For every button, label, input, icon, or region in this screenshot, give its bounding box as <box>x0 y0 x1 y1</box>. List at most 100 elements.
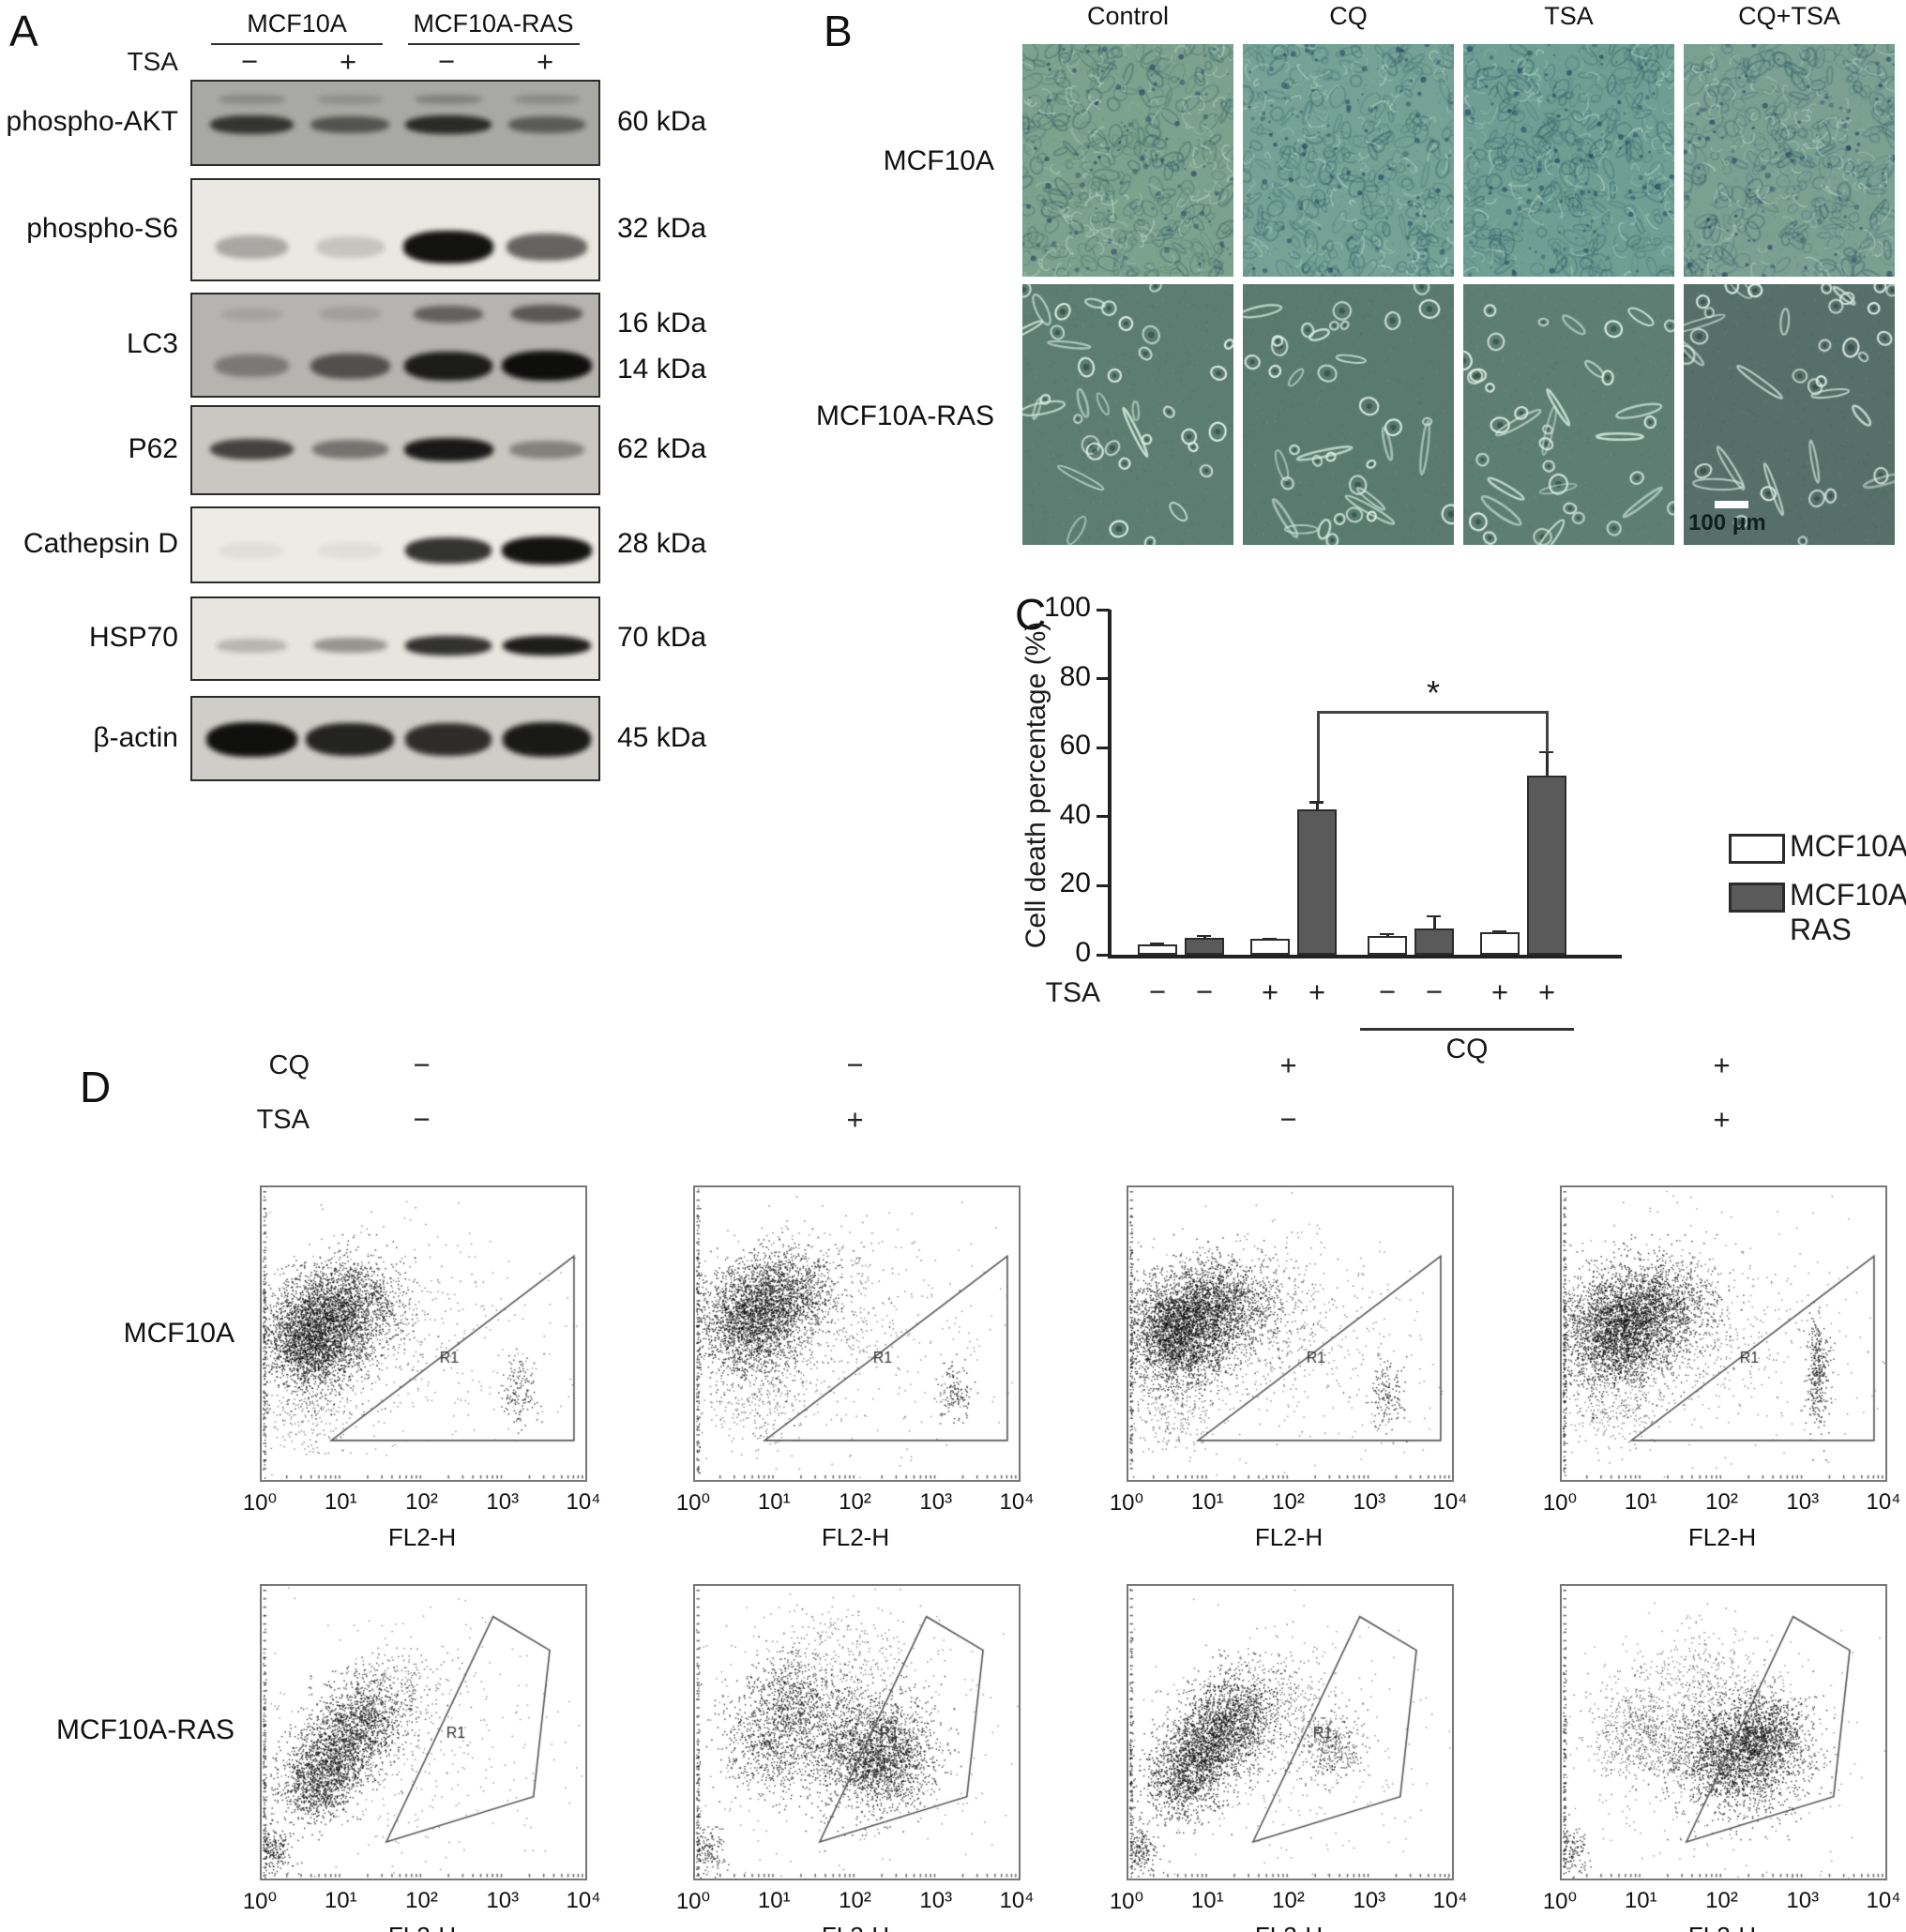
d-x-tick-label: 10² <box>1705 1489 1738 1515</box>
c-error-cap <box>1309 801 1324 804</box>
c-error-cap <box>1380 932 1394 936</box>
micrograph-MCF10A-CQ+TSA <box>1684 44 1895 277</box>
c-tsa-sign: − <box>1148 975 1167 1008</box>
d-x-tick-label: 10³ <box>919 1489 953 1515</box>
blot-target-label: HSP70 <box>88 622 178 653</box>
blot-strip-phospho-AKT <box>190 80 600 166</box>
kda-label: 62 kDa <box>617 433 707 464</box>
c-error-cap <box>1427 914 1441 918</box>
c-error-cap <box>1197 934 1211 938</box>
d-x-tick-label: 10⁰ <box>242 1490 278 1516</box>
blot-band <box>405 723 492 756</box>
d-row-mcf10a: MCF10A <box>123 1318 234 1349</box>
c-error-bar <box>1546 750 1549 776</box>
micrograph-MCF10A-RAS-CQ <box>1243 284 1454 545</box>
d-x-tick-label: 10⁴ <box>1866 1888 1901 1913</box>
blot-target-label: LC3 <box>126 328 178 359</box>
blot-band <box>403 437 493 461</box>
c-bar-MCF10A-RAS-1 <box>1297 809 1337 955</box>
d-tsa_row-sign: + <box>1713 1103 1731 1136</box>
d-x-axis-label: FL2-H <box>821 1523 890 1551</box>
flow-plot-MCF10A-0 <box>260 1185 587 1482</box>
c-y-tick-mark <box>1097 953 1110 957</box>
c-y-tick-label: 0 <box>1075 937 1091 968</box>
c-tsa-sign: + <box>1490 975 1509 1008</box>
c-y-axis <box>1108 610 1112 958</box>
flow-plot-MCF10A-RAS-1 <box>693 1584 1021 1880</box>
d-x-tick-label: 10⁴ <box>1866 1489 1901 1515</box>
flow-plot-MCF10A-1 <box>693 1185 1021 1482</box>
blot-band <box>310 353 390 379</box>
blot-strip-phospho-S6 <box>190 178 600 281</box>
blot-band <box>501 351 593 382</box>
kda-label: 60 kDa <box>617 106 707 137</box>
blot-band <box>206 722 297 758</box>
d-x-axis-label: FL2-H <box>1233 1922 1346 1932</box>
c-y-tick-mark <box>1097 746 1110 749</box>
d-x-axis-label: FL2-H <box>799 1922 913 1932</box>
panel-b-row-mcf10a-ras: MCF10A-RAS <box>815 400 994 431</box>
c-tsa-sign: + <box>1308 975 1326 1008</box>
blot-band <box>509 440 584 459</box>
blot-band <box>306 722 395 757</box>
blot-band <box>405 636 492 656</box>
c-y-tick-mark <box>1097 677 1110 681</box>
c-error-cap <box>1150 943 1164 945</box>
d-cq-label: CQ <box>268 1050 310 1080</box>
panel-b-col-control: Control <box>1086 2 1170 30</box>
kda-label: 70 kDa <box>617 622 707 653</box>
blot-band <box>310 116 390 133</box>
d-x-tick-label: 10² <box>839 1888 871 1913</box>
c-tsa-sign: − <box>1195 975 1214 1008</box>
c-bar-MCF10A-0 <box>1138 943 1177 955</box>
blot-band <box>317 95 384 104</box>
blot-band <box>507 234 587 261</box>
d-x-tick-label: 10⁰ <box>1542 1490 1578 1516</box>
panel-b-col-tsa: TSA <box>1544 2 1594 30</box>
blot-band <box>219 542 285 559</box>
blot-band <box>317 542 384 559</box>
c-cq-underline <box>1360 1028 1574 1031</box>
d-x-tick-label: 10² <box>405 1489 438 1515</box>
d-x-tick-label: 10¹ <box>1190 1888 1224 1913</box>
d-x-tick-label: 10¹ <box>1190 1489 1224 1515</box>
d-x-tick-label: 10¹ <box>1624 1489 1657 1515</box>
d-x-tick-label: 10² <box>1272 1888 1305 1913</box>
c-tsa-sign: + <box>1261 975 1279 1008</box>
blot-target-label: phospho-S6 <box>26 213 178 244</box>
c-y-tick-mark <box>1097 815 1110 819</box>
legend-swatch-mcf10a <box>1729 834 1785 864</box>
blot-band <box>311 440 388 459</box>
d-x-axis-label: FL2-H <box>1687 1523 1757 1551</box>
blot-target-label: β-actin <box>93 721 178 753</box>
blot-band <box>216 639 287 653</box>
blot-band <box>502 635 592 656</box>
significance-bracket <box>1317 711 1320 801</box>
panel-d-letter: D <box>80 1063 112 1111</box>
blot-strip-β-actin <box>190 696 600 781</box>
legend-label-mcf10a: MCF10A <box>1790 829 1906 863</box>
d-x-tick-label: 10³ <box>1353 1888 1386 1913</box>
kda-label: 45 kDa <box>617 721 707 753</box>
tsa-sign: − <box>240 45 259 78</box>
blot-band <box>502 722 592 757</box>
panel-b-col-cq-tsa: CQ+TSA <box>1738 2 1840 30</box>
flow-plot-MCF10A-RAS-2 <box>1127 1584 1454 1880</box>
blot-band <box>215 355 289 377</box>
flow-plot-MCF10A-RAS-3 <box>1560 1584 1887 1880</box>
c-error-bar <box>1316 801 1319 810</box>
d-x-tick-label: 10¹ <box>324 1888 357 1913</box>
blot-target-label: phospho-AKT <box>6 106 178 137</box>
blot-band <box>312 638 387 654</box>
d-x-tick-label: 10⁰ <box>675 1490 711 1516</box>
c-tsa-sign: − <box>1378 975 1397 1008</box>
legend-swatch-mcf10a-ras <box>1729 883 1785 913</box>
d-x-tick-label: 10⁴ <box>1432 1489 1468 1515</box>
d-x-axis-label: FL2-H <box>1666 1922 1779 1932</box>
c-y-tick-label: 60 <box>1059 730 1091 762</box>
panel-b-row-mcf10a: MCF10A <box>883 145 994 176</box>
significance-bracket <box>1317 711 1549 714</box>
c-y-tick-label: 80 <box>1059 660 1091 692</box>
c-error-bar <box>1433 914 1436 929</box>
